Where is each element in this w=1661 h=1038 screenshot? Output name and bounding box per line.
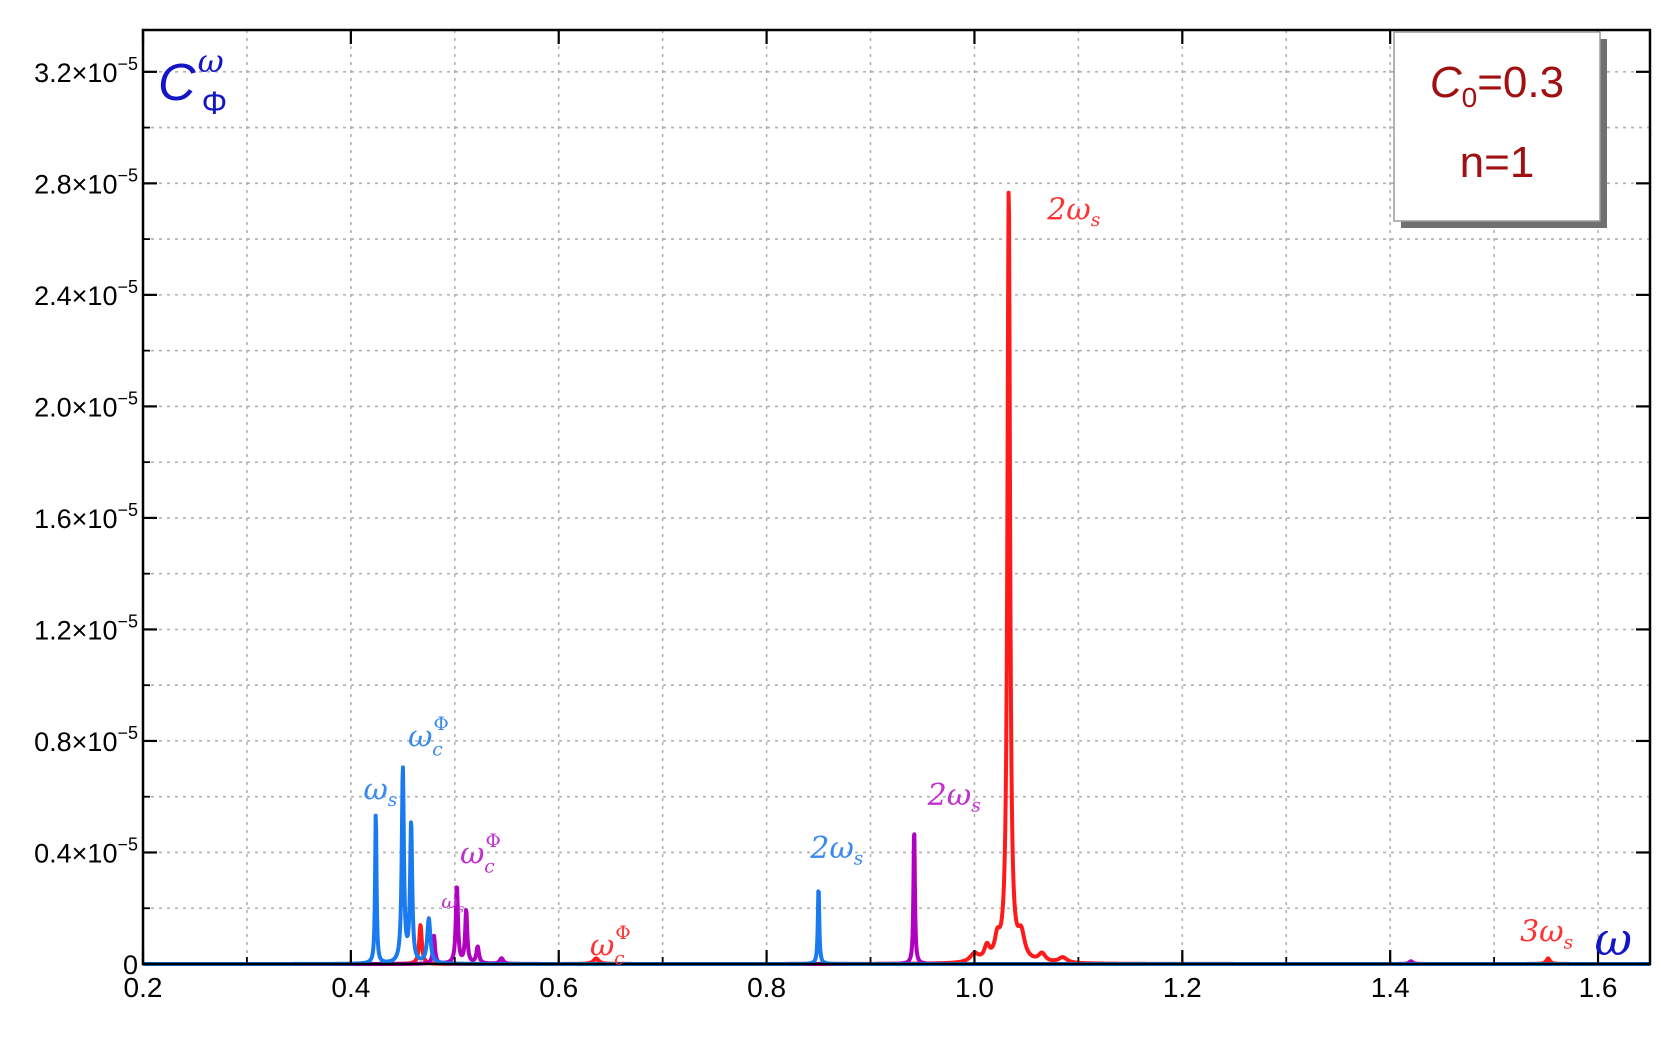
y-tick-mantissa: 1.2×10 <box>34 615 117 645</box>
peak-annotation-sup: Φ <box>433 714 448 735</box>
legend-box: C0=0.3 n=1 <box>1393 31 1607 228</box>
x-tick-label: 0.8 <box>747 972 786 1003</box>
y-tick-label: 1.2×10−5 <box>34 611 138 645</box>
peak-annotation-sub: c <box>614 949 625 970</box>
y-tick-exponent: −5 <box>117 277 138 297</box>
y-tick-label: 2.4×10−5 <box>34 277 138 311</box>
peak-annotation-base: 2ω <box>927 778 972 813</box>
x-axis-label: ω <box>1594 912 1632 966</box>
peak-annotation-base: 2ω <box>809 831 854 866</box>
peak-annotation: 2ωs <box>1046 193 1100 232</box>
tick-group: 0.2 0.4 0.6 0.8 1.0 1.2 1.4 1.600.4×10−50.8×10−… <box>34 30 1650 1003</box>
y-tick-label: 2.8×10−5 <box>34 165 138 199</box>
peak-annotation: 3ωs <box>1520 915 1573 954</box>
y-tick-label: 3.2×10−5 <box>34 54 138 88</box>
series-line-1 <box>141 832 1652 966</box>
legend-frame <box>1393 31 1601 222</box>
y-tick-label: 0 <box>123 950 138 980</box>
peak-annotation-base: ω <box>408 720 432 755</box>
y-tick-exponent: −5 <box>117 388 138 408</box>
peak-annotation: 2ωs <box>809 831 863 870</box>
x-tick-label: 1.4 <box>1371 972 1410 1003</box>
peak-annotation-base: 2ω <box>1046 193 1091 228</box>
y-axis-label: Cω Φ <box>158 42 227 121</box>
y-tick-label: 1.6×10−5 <box>34 500 138 534</box>
y-axis-label-base: C <box>158 54 196 112</box>
y-tick-exponent: −5 <box>117 723 138 743</box>
y-tick-mantissa: 2.8×10 <box>34 169 117 199</box>
peak-annotation: ωΦ c <box>590 923 631 970</box>
grid-lines <box>142 30 1650 964</box>
x-tick-label: 0.6 <box>539 972 578 1003</box>
y-tick-exponent: −5 <box>117 611 138 631</box>
y-tick-mantissa: 2.0×10 <box>34 392 117 422</box>
x-tick-label: 1.0 <box>955 972 994 1003</box>
x-tick-label: 0.2 <box>124 972 163 1003</box>
y-tick-mantissa: 1.6×10 <box>34 504 117 534</box>
y-tick-mantissa: 0 <box>123 950 138 980</box>
y-axis-label-sup: ω <box>198 42 224 80</box>
peak-annotation-base: 3ω <box>1520 915 1564 950</box>
y-tick-label: 2.0×10−5 <box>34 388 138 422</box>
peak-annotation: ωΦ c <box>408 714 449 761</box>
peak-annotation-sub: c <box>484 857 495 878</box>
peak-annotation-sub: s <box>971 796 981 817</box>
legend-line-1: C0=0.3 <box>1430 58 1564 113</box>
plot-frame-rect <box>141 28 1652 966</box>
peak-annotation-sub: s <box>1091 210 1101 231</box>
x-tick-label: 0.4 <box>331 972 370 1003</box>
y-tick-exponent: −5 <box>117 834 138 854</box>
peak-annotation-sub: c <box>432 740 443 761</box>
y-tick-label: 0.8×10−5 <box>34 723 138 757</box>
peak-annotation-base: ω <box>363 773 387 808</box>
y-tick-mantissa: 2.4×10 <box>34 281 117 311</box>
peak-annotation: ωs <box>363 773 397 812</box>
peak-annotation-sup: Φ <box>485 831 500 852</box>
x-tick-label: 1.2 <box>1163 972 1202 1003</box>
y-tick-mantissa: 0.8×10 <box>34 727 117 757</box>
y-tick-exponent: −5 <box>117 500 138 520</box>
y-tick-exponent: −5 <box>117 165 138 185</box>
peak-annotation-sup: Φ <box>615 923 630 944</box>
legend-line-1-sub: 0 <box>1462 82 1478 113</box>
peak-annotation-sub: s <box>1564 932 1574 953</box>
peak-annotation: 2ωs <box>927 778 981 817</box>
y-tick-exponent: −5 <box>117 54 138 74</box>
y-tick-label: 0.4×10−5 <box>34 834 138 868</box>
series-line-0 <box>141 190 1652 966</box>
series-group <box>141 190 1652 966</box>
label-group: Cω Φω <box>158 42 1632 966</box>
peak-annotation-sub: s <box>458 901 464 916</box>
peak-annotation-base: ω <box>460 837 484 872</box>
plot-frame <box>141 28 1652 966</box>
peak-annotation: ωΦ c <box>460 831 501 878</box>
legend-line-1-main: C <box>1430 58 1463 107</box>
y-tick-mantissa: 3.2×10 <box>34 58 117 88</box>
peak-annotation-base: ω <box>441 889 457 913</box>
legend-line-1-rest: =0.3 <box>1477 58 1564 107</box>
y-tick-mantissa: 0.4×10 <box>34 838 117 868</box>
peak-annotation-base: ω <box>590 929 614 964</box>
legend-line-2: n=1 <box>1460 138 1535 187</box>
peak-annotation-sub: s <box>388 790 398 811</box>
y-axis-label-sub: Φ <box>202 85 228 121</box>
peak-annotation: ωs <box>441 889 464 915</box>
x-tick-label: 1.6 <box>1579 972 1618 1003</box>
peak-annotation-sub: s <box>854 849 864 870</box>
